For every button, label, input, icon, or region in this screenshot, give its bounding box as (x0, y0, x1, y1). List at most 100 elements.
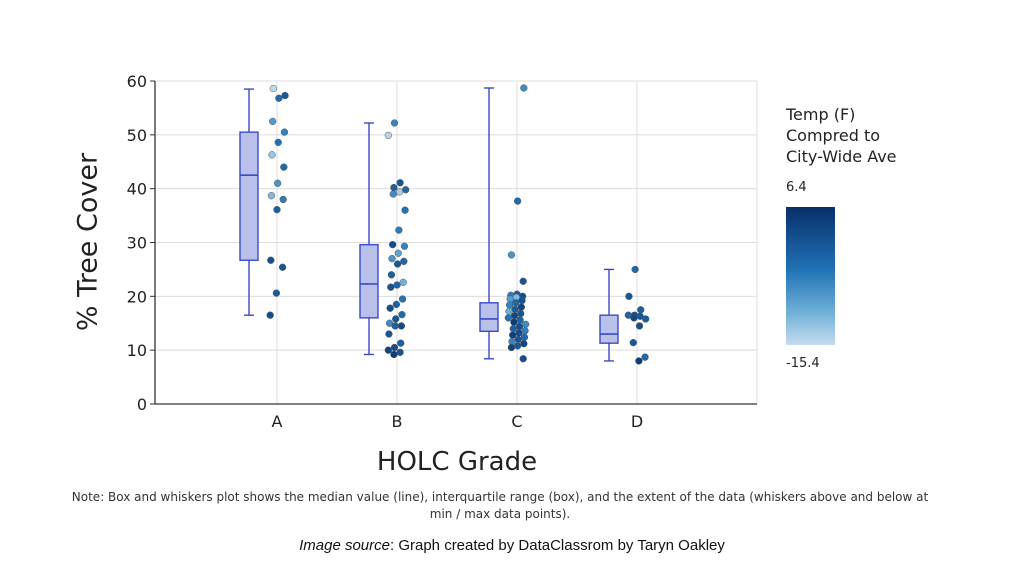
data-point (387, 271, 396, 279)
data-point (511, 305, 519, 313)
data-point (517, 309, 525, 318)
data-point (392, 315, 400, 323)
data-point (389, 190, 397, 198)
data-point (515, 329, 523, 337)
data-point (273, 179, 282, 187)
data-point (269, 84, 277, 93)
data-point (509, 324, 517, 333)
y-tick-label: 30 (127, 234, 147, 253)
data-point (390, 183, 398, 192)
data-point (630, 314, 638, 322)
data-point (388, 255, 396, 263)
data-point (510, 318, 518, 326)
data-point (513, 342, 522, 350)
data-point (513, 197, 522, 205)
data-point (520, 84, 528, 92)
data-point (389, 241, 397, 249)
x-axis-title: HOLC Grade (376, 447, 538, 477)
y-tick-label: 50 (127, 126, 147, 145)
x-tick-label: C (511, 412, 522, 431)
data-point (629, 338, 637, 347)
data-point (392, 300, 401, 309)
data-point (625, 292, 633, 300)
data-point (395, 188, 404, 196)
data-point (275, 94, 283, 102)
data-point (278, 263, 287, 271)
data-point (396, 348, 404, 356)
data-point (509, 331, 517, 339)
x-tick-label: B (392, 412, 403, 431)
image-source-label: Image source (299, 537, 390, 554)
point-layer (266, 84, 650, 365)
colorbar-min-label: -15.4 (786, 356, 820, 371)
colorbar-max-label: 6.4 (786, 180, 807, 195)
data-point (516, 316, 524, 324)
y-tick-label: 10 (127, 341, 147, 360)
y-axis-title: % Tree Cover (72, 152, 104, 332)
data-point (273, 206, 281, 214)
data-point (522, 320, 530, 328)
image-source: Image source: Graph created by DataClass… (0, 537, 1024, 554)
data-point (274, 138, 282, 147)
colorbar-title-line: Temp (F) (786, 105, 856, 124)
data-point (397, 339, 405, 347)
data-point (400, 257, 408, 265)
data-point (507, 251, 516, 259)
data-point (507, 343, 516, 352)
data-point (505, 301, 514, 309)
data-point (518, 296, 526, 305)
data-point (269, 117, 277, 126)
y-tick-label: 20 (127, 287, 147, 306)
data-point (384, 346, 392, 354)
data-point (267, 256, 275, 264)
y-tick-label: 40 (127, 180, 147, 199)
data-point (279, 195, 287, 204)
chart-note: Note: Box and whiskers plot shows the me… (71, 490, 929, 521)
x-tick-label: D (631, 412, 643, 431)
data-point (510, 312, 519, 320)
data-point (385, 330, 393, 338)
data-point (399, 278, 407, 286)
data-point (397, 322, 405, 330)
box-iqr (599, 314, 619, 344)
data-point (505, 307, 513, 316)
data-point (391, 322, 399, 330)
data-point (400, 242, 409, 250)
data-point (390, 350, 398, 359)
data-point (514, 335, 522, 344)
colorbar-title: Temp (F) Compred to City-Wide Ave (786, 104, 897, 167)
x-tick-label: A (272, 412, 283, 431)
data-point (635, 357, 643, 365)
data-point (521, 327, 529, 335)
box-iqr (239, 131, 259, 261)
image-source-text: : Graph created by DataClassrom by Taryn… (390, 537, 725, 554)
y-tick-label: 0 (137, 395, 147, 414)
data-point (393, 281, 401, 289)
data-point (396, 179, 404, 187)
data-point (266, 311, 274, 319)
data-point (504, 314, 512, 322)
data-point (395, 226, 403, 234)
data-point (384, 131, 392, 140)
box-iqr (359, 243, 379, 319)
data-point (272, 289, 281, 297)
colorbar (786, 207, 835, 345)
data-point (519, 277, 527, 285)
box-plot-chart: 0 10 20 30 40 50 60 A B C D (127, 72, 758, 431)
data-point (402, 186, 410, 194)
data-point (635, 322, 644, 330)
data-point (642, 315, 650, 323)
data-point (637, 306, 645, 314)
data-point (268, 151, 276, 159)
colorbar-title-line: City-Wide Ave (786, 147, 897, 166)
data-point (390, 343, 399, 352)
box-iqr (479, 302, 499, 333)
box-layer (239, 87, 619, 362)
data-point (401, 206, 409, 214)
data-point (398, 295, 407, 303)
data-point (519, 355, 527, 363)
data-point (641, 353, 649, 361)
data-point (520, 333, 529, 341)
colorbar-title-line: Compred to (786, 126, 881, 145)
data-point (398, 310, 406, 319)
